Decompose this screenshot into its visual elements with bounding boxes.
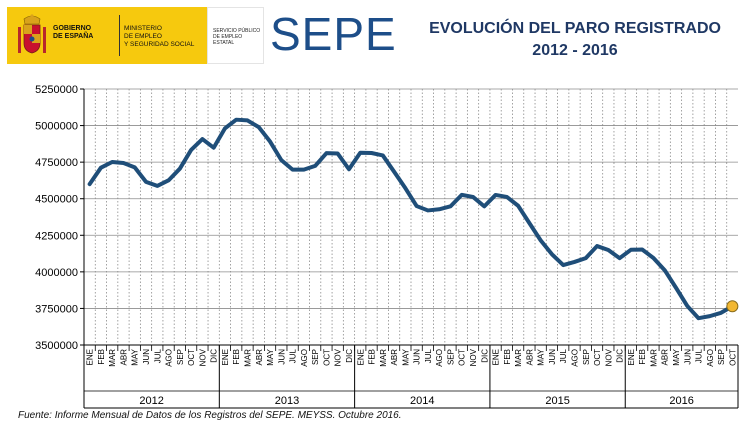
x-month-label: MAY: [401, 348, 410, 365]
x-month-label: JUL: [424, 348, 433, 363]
y-tick-label: 3500000: [35, 340, 78, 352]
x-month-label: JUN: [683, 349, 692, 365]
ministry-name: MINISTERIO DE EMPLEO Y SEGURIDAD SOCIAL: [124, 25, 195, 48]
grid-lines: [84, 88, 738, 346]
x-month-label: ABR: [255, 349, 264, 366]
x-month-label: ABR: [390, 349, 399, 366]
x-month-label: SEP: [717, 349, 726, 365]
x-month-label: MAY: [266, 348, 275, 365]
sepe-logo: SEPE: [270, 8, 397, 60]
x-month-label: MAR: [379, 349, 388, 367]
x-month-label: MAR: [244, 349, 253, 367]
x-month-label: OCT: [593, 349, 602, 366]
y-axis: 3500000 3750000 4000000 4250000 4500000 47500…: [35, 84, 85, 352]
x-month-label: JUN: [413, 349, 422, 365]
year-label: 2015: [545, 395, 569, 407]
x-month-label: FEB: [368, 349, 377, 365]
series-layer: [87, 117, 739, 321]
chart-subtitle: 2012 - 2016: [532, 42, 618, 59]
x-month-label: OCT: [458, 349, 467, 366]
header: GOBIERNO DE ESPAÑA MINISTERIO DE EMPLEO …: [0, 0, 756, 70]
x-month-label: JUL: [559, 348, 568, 363]
year-label: 2012: [139, 395, 163, 407]
x-month-label: AGO: [300, 349, 309, 367]
x-month-label: ENE: [86, 349, 95, 365]
x-month-label: ABR: [525, 349, 534, 366]
x-month-label: NOV: [469, 348, 478, 366]
x-month-label: FEB: [97, 349, 106, 365]
x-month-label: FEB: [503, 349, 512, 365]
x-month-label: OCT: [728, 349, 737, 366]
x-month-label: MAY: [131, 348, 140, 365]
government-logo: GOBIERNO DE ESPAÑA MINISTERIO DE EMPLEO …: [7, 7, 207, 64]
x-axis: ENE FEB MAR ABR MAY JUN JUL AGO SEP OCT NOV DIC ENE F…: [83, 344, 739, 409]
x-month-label: AGO: [571, 349, 580, 367]
x-month-label: SEP: [311, 349, 320, 365]
x-month-label: ENE: [221, 349, 230, 365]
year-label: 2013: [275, 395, 299, 407]
x-month-label: MAY: [537, 348, 546, 365]
x-month-label: DIC: [616, 349, 625, 363]
government-name: GOBIERNO DE ESPAÑA: [53, 25, 94, 40]
y-tick-label: 5000000: [35, 121, 78, 133]
x-month-label: OCT: [187, 349, 196, 366]
chart-title-block: EVOLUCIÓN DEL PARO REGISTRADO 2012 - 201…: [420, 18, 730, 62]
x-month-label: DIC: [345, 349, 354, 363]
x-month-label: FEB: [638, 349, 647, 365]
x-month-label: NOV: [334, 348, 343, 366]
x-month-label: MAR: [108, 349, 117, 367]
x-month-label: AGO: [165, 349, 174, 367]
x-month-label: ENE: [627, 349, 636, 365]
x-month-label: JUN: [277, 349, 286, 365]
x-month-label: JUN: [142, 349, 151, 365]
y-tick-label: 3750000: [35, 303, 78, 315]
coat-of-arms-icon: [18, 14, 46, 54]
x-month-label: DIC: [210, 349, 219, 363]
x-month-label: DIC: [480, 349, 489, 363]
source-note: Fuente: Informe Mensual de Datos de los …: [18, 410, 402, 421]
x-month-label: ABR: [661, 349, 670, 366]
x-month-label: NOV: [604, 348, 613, 366]
service-logo-box: SERVICIO PÚBLICO DE EMPLEO ESTATAL: [207, 7, 264, 64]
y-tick-label: 4000000: [35, 267, 78, 279]
x-month-label: ABR: [119, 349, 128, 366]
x-month-label: ENE: [356, 349, 365, 365]
year-label: 2016: [669, 395, 693, 407]
x-month-label: NOV: [198, 348, 207, 366]
y-tick-label: 4250000: [35, 230, 78, 242]
x-month-label: MAR: [649, 349, 658, 367]
x-month-label: OCT: [322, 349, 331, 366]
logo-divider: [119, 15, 120, 56]
y-tick-label: 4500000: [35, 194, 78, 206]
latest-point-marker: [726, 300, 739, 313]
x-month-label: JUN: [548, 349, 557, 365]
x-month-label: MAR: [514, 349, 523, 367]
x-month-label: JUL: [153, 348, 162, 363]
y-tick-label: 5250000: [35, 84, 78, 96]
service-name: SERVICIO PÚBLICO DE EMPLEO ESTATAL: [213, 28, 261, 46]
x-month-label: AGO: [706, 349, 715, 367]
x-month-label: ENE: [492, 349, 501, 365]
x-month-label: SEP: [582, 349, 591, 365]
series-line: [87, 117, 735, 321]
year-label: 2014: [410, 395, 434, 407]
chart-title: EVOLUCIÓN DEL PARO REGISTRADO: [429, 20, 721, 37]
x-month-label: FEB: [232, 349, 241, 365]
x-month-label: JUL: [695, 348, 704, 363]
x-month-label: SEP: [176, 349, 185, 365]
y-tick-label: 4750000: [35, 157, 78, 169]
x-month-label: JUL: [289, 348, 298, 363]
x-month-label: MAY: [672, 348, 681, 365]
x-month-label: AGO: [435, 349, 444, 367]
x-month-label: SEP: [446, 349, 455, 365]
